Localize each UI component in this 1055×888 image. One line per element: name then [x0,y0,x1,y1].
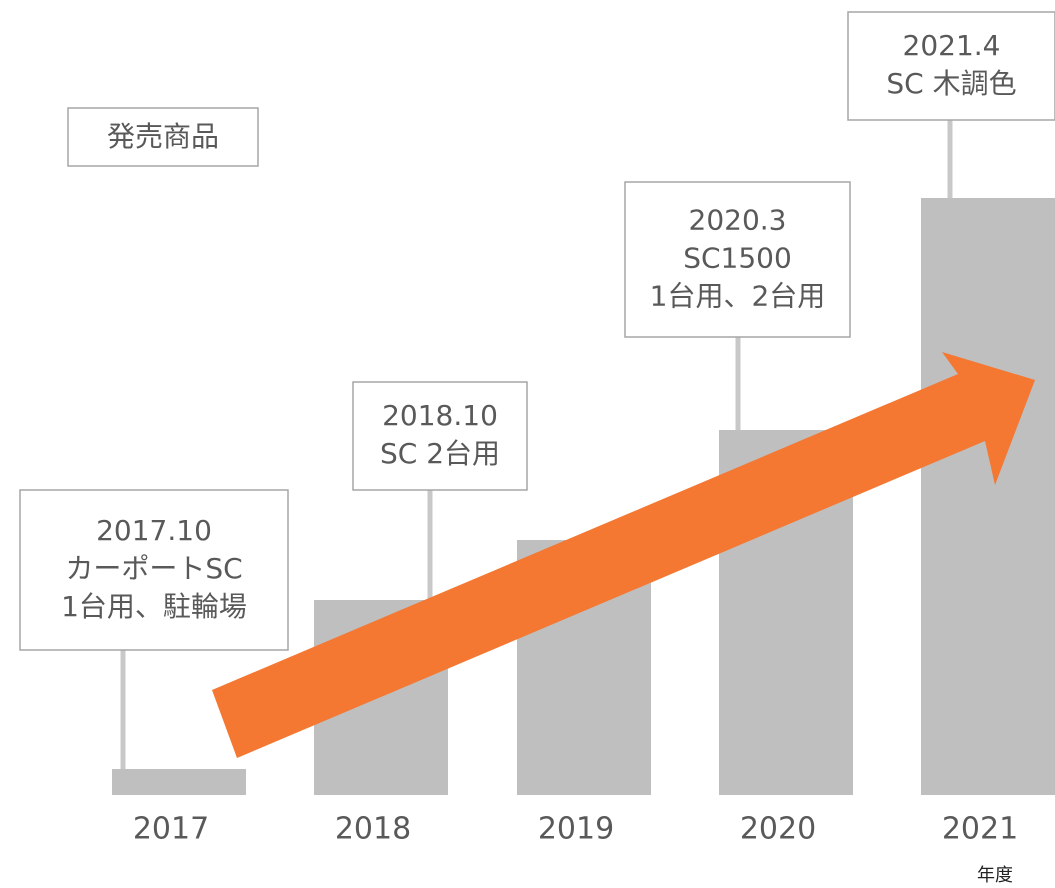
annotation-box [624,181,851,338]
x-tick-label: 2018 [335,812,411,847]
x-tick-label: 2017 [133,812,209,847]
annotation-text: 2020.3 [689,204,787,237]
x-tick-label: 2020 [740,812,816,847]
annotation-box [19,489,289,651]
annotation-text: SC 2台用 [380,437,500,470]
annotation-text: カーポートSC [65,552,242,585]
annotation-text: 1台用、駐輪場 [61,590,247,623]
annotation-box [847,11,1055,121]
annotations: 2017.10 カーポートSC 1台用、駐輪場 2018.10 SC 2台用 2020.3… [19,11,1055,769]
annotation-text: 2018.10 [382,399,498,432]
growth-arrow [212,352,1035,758]
x-axis-label: 年度 [977,865,1013,886]
annotation-box [352,381,528,491]
annotation-text: 2017.10 [96,514,212,547]
bar [112,769,246,795]
annotation-text: 1台用、2台用 [650,280,826,313]
chart-title: 発売商品 [107,120,219,153]
x-tick-label: 2019 [538,812,614,847]
annotation-text: SC1500 [683,242,792,275]
title-box [67,107,259,167]
x-tick-label: 2021 [942,812,1018,847]
annotation-text: SC 木調色 [886,67,1016,100]
bar [921,198,1055,795]
annotation-text: 2021.4 [903,29,1001,62]
